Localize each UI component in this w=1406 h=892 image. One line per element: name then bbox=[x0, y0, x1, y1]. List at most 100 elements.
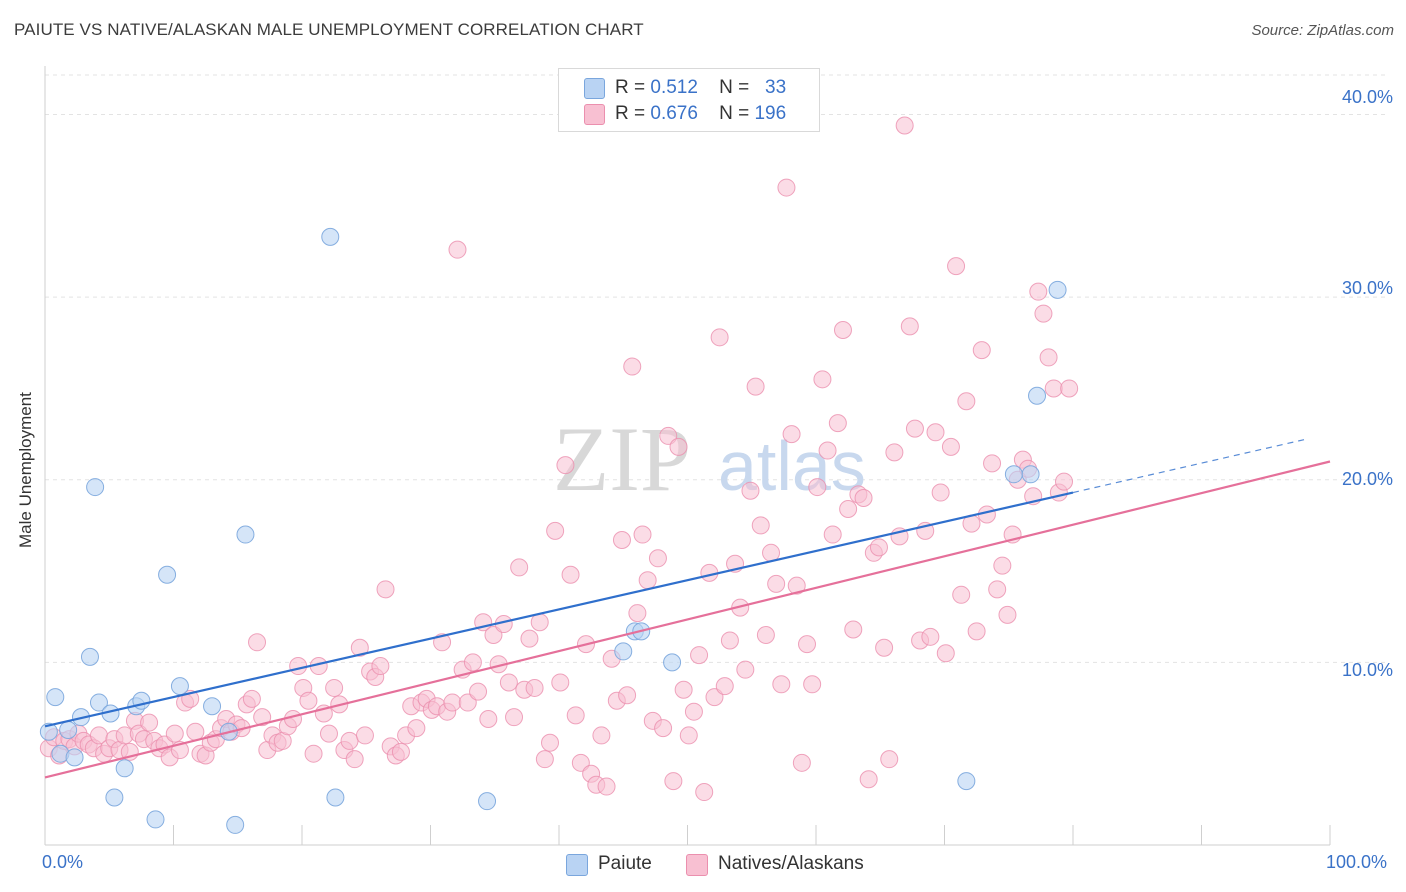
native-point bbox=[242, 689, 261, 708]
native-point bbox=[633, 525, 652, 544]
paiute-point bbox=[1028, 386, 1047, 405]
native-point bbox=[628, 604, 647, 623]
native-point bbox=[407, 719, 426, 738]
native-point bbox=[463, 653, 482, 672]
paiute-point bbox=[115, 759, 134, 778]
x-tick-label: 0.0% bbox=[42, 852, 84, 872]
paiute-point bbox=[80, 647, 99, 666]
legend-n-label: N = bbox=[719, 103, 750, 124]
native-point bbox=[505, 708, 524, 727]
native-point bbox=[674, 680, 693, 699]
native-point bbox=[443, 693, 462, 712]
paiute-point bbox=[326, 788, 345, 807]
paiute-point bbox=[1021, 465, 1040, 484]
native-point bbox=[551, 673, 570, 692]
series-natives-points bbox=[39, 116, 1079, 802]
native-point bbox=[391, 742, 410, 761]
paiute-point bbox=[203, 697, 222, 716]
native-point bbox=[648, 549, 667, 568]
native-point bbox=[355, 726, 374, 745]
paiute-point bbox=[158, 565, 177, 584]
native-point bbox=[325, 678, 344, 697]
native-point bbox=[571, 753, 590, 772]
legend-n-label: N = bbox=[719, 77, 750, 98]
native-point bbox=[777, 178, 796, 197]
native-point bbox=[751, 516, 770, 535]
legend-r-value: 0.512 bbox=[650, 77, 698, 98]
native-point bbox=[484, 625, 503, 644]
native-point bbox=[669, 437, 688, 456]
native-point bbox=[936, 644, 955, 663]
native-point bbox=[736, 660, 755, 679]
native-point bbox=[705, 688, 724, 707]
native-point bbox=[741, 481, 760, 500]
bottom-legend-paiute-label: Paiute bbox=[598, 853, 652, 874]
native-point bbox=[988, 580, 1007, 599]
y-tick-label: 10.0% bbox=[1341, 660, 1393, 680]
trend-lines bbox=[44, 439, 1331, 779]
native-point bbox=[186, 722, 205, 741]
paiute-swatch bbox=[584, 78, 605, 99]
native-point bbox=[618, 686, 637, 705]
legend-r-label: R = bbox=[615, 77, 646, 98]
native-point bbox=[772, 675, 791, 694]
native-point bbox=[931, 483, 950, 502]
native-point bbox=[299, 691, 318, 710]
native-point bbox=[561, 565, 580, 584]
native-point bbox=[597, 777, 616, 796]
paiute-point bbox=[1048, 280, 1067, 299]
native-point bbox=[546, 521, 565, 540]
paiute-point bbox=[1004, 465, 1023, 484]
paiute-point bbox=[39, 722, 58, 741]
native-point bbox=[792, 753, 811, 772]
native-point bbox=[679, 726, 698, 745]
native-point bbox=[993, 556, 1012, 575]
native-point bbox=[885, 443, 904, 462]
legend-n-value: 33 bbox=[765, 77, 787, 98]
native-point bbox=[998, 605, 1017, 624]
native-point bbox=[684, 702, 703, 721]
paiute-point bbox=[663, 653, 682, 672]
native-point bbox=[510, 558, 529, 577]
native-point bbox=[541, 733, 560, 752]
native-point bbox=[869, 538, 888, 557]
paiute-point bbox=[86, 478, 105, 497]
native-point bbox=[818, 441, 837, 460]
native-point bbox=[664, 772, 683, 791]
paiute-point bbox=[105, 788, 124, 807]
native-point bbox=[690, 646, 709, 665]
legend-r-label: R = bbox=[615, 103, 646, 124]
native-trend-line bbox=[44, 460, 1331, 779]
native-point bbox=[839, 499, 858, 518]
native-point bbox=[900, 317, 919, 336]
native-point bbox=[612, 531, 631, 550]
x-tick-label: 100.0% bbox=[1326, 852, 1388, 872]
native-swatch bbox=[584, 104, 605, 125]
native-point bbox=[165, 724, 184, 743]
paiute-point bbox=[146, 810, 165, 829]
native-point bbox=[808, 478, 827, 497]
native-point bbox=[782, 425, 801, 444]
native-point bbox=[304, 744, 323, 763]
native-point bbox=[833, 321, 852, 340]
native-point bbox=[253, 708, 272, 727]
paiute-point bbox=[89, 693, 108, 712]
native-point bbox=[525, 678, 544, 697]
native-point bbox=[1055, 472, 1074, 491]
native-point bbox=[623, 357, 642, 376]
paiute-point bbox=[65, 748, 84, 767]
paiute-point bbox=[236, 525, 255, 544]
native-point bbox=[535, 750, 554, 769]
legend-box: R = 0.512 N = 33 R = 0.676 N = 196 bbox=[558, 68, 820, 132]
native-point bbox=[248, 633, 267, 652]
native-point bbox=[813, 370, 832, 389]
native-point bbox=[710, 328, 729, 347]
native-point bbox=[376, 580, 395, 599]
native-point bbox=[469, 682, 488, 701]
y-axis-title: Male Unemployment bbox=[16, 392, 35, 548]
native-point bbox=[289, 657, 308, 676]
native-point bbox=[350, 638, 369, 657]
native-point bbox=[659, 426, 678, 445]
native-point bbox=[895, 116, 914, 135]
